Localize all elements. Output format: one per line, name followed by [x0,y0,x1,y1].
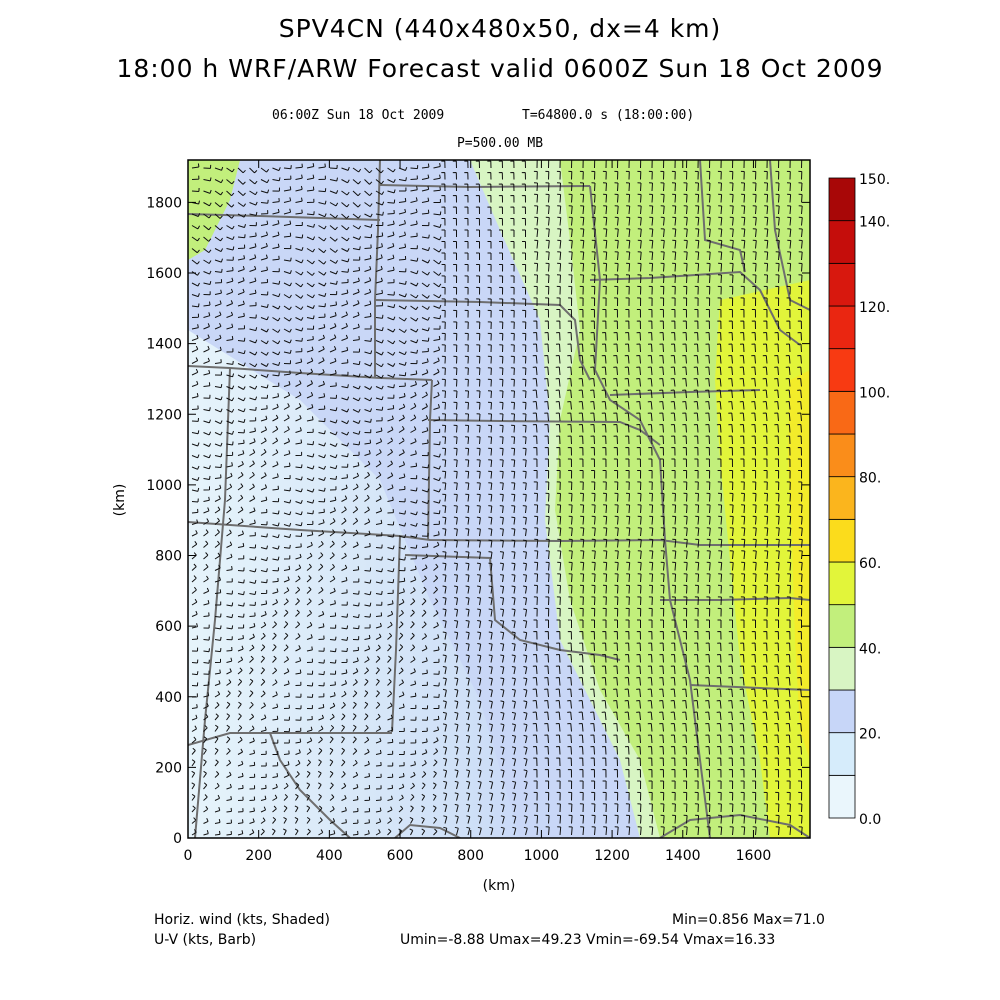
wind-barb-set [191,160,803,836]
barb-legend: U-V (kts, Barb) [154,932,257,948]
colorbar-label: 0.0 [859,812,881,828]
colorbar-bin [828,689,856,734]
x-axis-label: (km) [483,878,516,894]
colorbar-bin [828,220,856,264]
uv-stats: Umin=-8.88 Umax=49.23 Vmin=-69.54 Vmax=1… [400,932,776,948]
wind-barbs [191,160,803,836]
y-tick-label: 1800 [146,195,182,211]
colorbar-bin [828,518,856,563]
x-axis: 0 200 400 600 800 1000 1200 1400 1600 [184,160,772,864]
y-axis-label: (km) [112,484,128,517]
colorbar-label: 100. [859,385,890,401]
y-tick-label: 200 [155,760,182,776]
model-time-label: T=64800.0 s (18:00:00) [522,108,695,123]
shaded-field-legend: Horiz. wind (kts, Shaded) [154,912,330,928]
colorbar-label: 140. [859,215,890,231]
colorbar: 0.0 20. 40. 60. 80. 100. 120. 140. 150. [828,172,890,828]
x-tick-label: 600 [387,848,414,864]
y-tick-label: 1200 [146,407,182,423]
x-tick-label: 800 [457,848,484,864]
colorbar-label: 80. [859,471,881,487]
y-tick-label: 400 [155,690,182,706]
colorbar-label: 40. [859,641,881,657]
x-tick-label: 1400 [665,848,701,864]
colorbar-bin [828,390,856,435]
colorbar-bin [828,433,856,478]
colorbar-bin [828,348,856,392]
y-tick-label: 1000 [146,478,182,494]
colorbar-bin [828,305,856,350]
colorbar-bin [828,476,856,520]
colorbar-label: 60. [859,556,881,572]
colorbar-bin [828,262,856,307]
colorbar-bin [828,177,856,222]
y-tick-label: 600 [155,619,182,635]
plot-title-line1: SPV4CN (440x480x50, dx=4 km) [278,14,722,43]
field-band-50-60 [715,280,810,838]
field-patch-nw [188,160,240,260]
field-band-60-70 [788,370,810,760]
colorbar-bin [828,646,856,691]
x-tick-label: 0 [184,848,193,864]
valid-time-label: 06:00Z Sun 18 Oct 2009 [272,108,445,123]
x-tick-label: 400 [316,848,343,864]
x-tick-label: 1600 [736,848,772,864]
x-tick-label: 1000 [524,848,560,864]
plot-title-line2: 18:00 h WRF/ARW Forecast valid 0600Z Sun… [116,54,884,83]
x-tick-label: 1200 [594,848,630,864]
pressure-level-label: P=500.00 MB [456,136,544,151]
min-max-stats: Min=0.856 Max=71.0 [672,912,825,928]
colorbar-label: 120. [859,300,890,316]
y-axis: 0 200 400 600 800 1000 1200 1400 1600 1800 [146,195,810,847]
plot-frame [187,159,811,839]
y-tick-label: 0 [173,831,182,847]
x-tick-label: 200 [245,848,272,864]
colorbar-bin [828,604,856,648]
colorbar-bin [828,561,856,606]
colorbar-bin [828,774,856,819]
colorbar-label: 150. [859,172,890,188]
y-tick-label: 1400 [146,337,182,353]
y-tick-label: 1600 [146,266,182,282]
colorbar-bin [828,732,856,776]
shaded-field [188,160,810,838]
colorbar-label: 20. [859,727,881,743]
y-tick-label: 800 [155,549,182,565]
